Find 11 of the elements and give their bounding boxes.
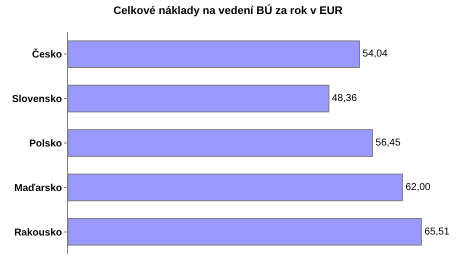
data-label: 48,36 bbox=[332, 93, 358, 104]
data-label: 54,04 bbox=[362, 48, 388, 60]
y-tick-label: Polsko bbox=[29, 138, 62, 150]
y-tick-label: Rakousko bbox=[14, 227, 62, 238]
chart-title: Celkové náklady na vedení BÚ za rok v EUR bbox=[113, 4, 343, 18]
data-label: 56,45 bbox=[376, 138, 401, 148]
data-label: 65,51 bbox=[424, 226, 450, 238]
y-tick-label: Slovensko bbox=[12, 94, 62, 106]
y-tick-label: Česko bbox=[32, 48, 62, 61]
y-tick-label: Maďarsko bbox=[14, 182, 62, 194]
data-label: 62,00 bbox=[405, 182, 431, 193]
